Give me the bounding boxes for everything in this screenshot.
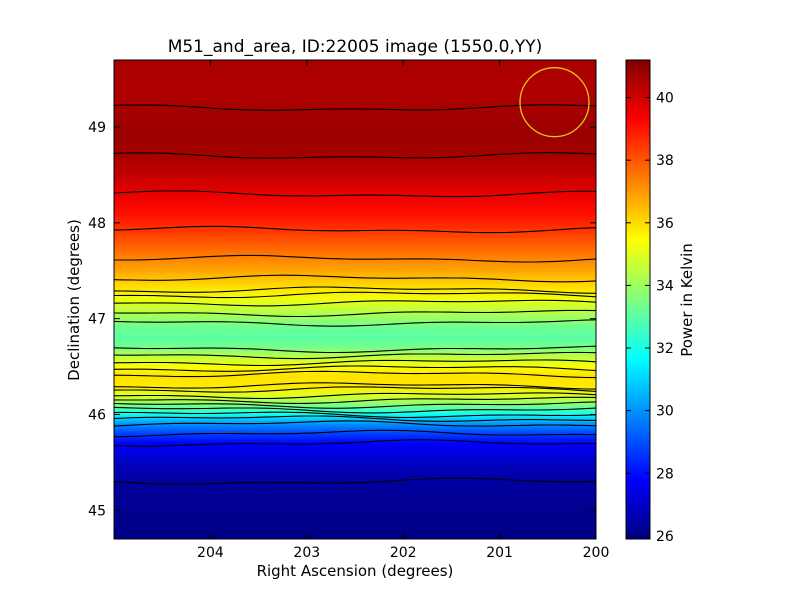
contour-line [114,254,596,263]
x-tick-label: 200 [583,545,610,561]
contour-line [114,386,596,393]
y-tick-label: 47 [88,312,106,328]
y-tick-label: 48 [88,216,106,232]
contour-lines [114,104,596,485]
contour-line [114,439,596,447]
beam-circle [519,67,590,138]
contour-line [114,365,596,372]
contour-line [114,152,596,159]
contour-line [114,429,596,438]
chart-title: M51_and_area, ID:22005 image (1550.0,YY) [168,37,543,57]
contour-line [114,104,596,111]
y-axis-ticks: 45 46 47 48 49 [88,120,596,519]
y-axis-label: Declination (degrees) [65,219,83,381]
contour-line [114,299,596,307]
colorbar-tick-label: 30 [656,404,674,420]
contour-line [114,319,596,327]
colorbar-tick-label: 28 [656,466,674,482]
contour-line [114,420,596,427]
contour-line [114,396,596,404]
contour-line [114,225,596,234]
colorbar-tick-label: 40 [656,91,674,107]
contour-line [114,190,596,198]
x-tick-label: 203 [293,545,320,561]
colorbar-tick-label: 32 [656,341,674,357]
contour-line [114,415,596,422]
colorbar-tick-label: 26 [656,529,674,545]
plot-frame [113,59,597,540]
colorbar-tick-label: 34 [656,278,674,294]
contour-line [114,406,596,414]
heatmap-image [114,60,596,539]
x-tick-label: 201 [486,545,513,561]
contour-line [114,401,596,409]
x-tick-label: 204 [197,545,224,561]
contour-line [114,382,596,390]
contour-line [114,286,596,294]
colorbar-ticks: 26 28 30 32 34 36 38 40 [626,91,674,545]
contour-line [114,477,596,485]
colorbar-tick-label: 36 [656,216,674,232]
contour-line [114,359,596,367]
x-axis-label: Right Ascension (degrees) [257,562,454,580]
x-tick-label: 202 [390,545,417,561]
x-axis-ticks: 204 203 202 201 200 [197,60,609,561]
contour-line [114,411,596,419]
contour-line [114,351,596,360]
y-tick-label: 45 [88,503,106,519]
contour-line [114,392,596,400]
colorbar-tick-label: 38 [656,153,674,169]
contour-line [114,370,596,379]
contour-line [114,291,596,299]
contour-line [114,309,596,318]
colorbar [625,59,651,540]
contour-line [114,345,596,354]
contour-line [114,274,596,283]
colorbar-label: Power in Kelvin [678,243,696,357]
y-tick-label: 46 [88,407,106,423]
y-tick-label: 49 [88,120,106,136]
